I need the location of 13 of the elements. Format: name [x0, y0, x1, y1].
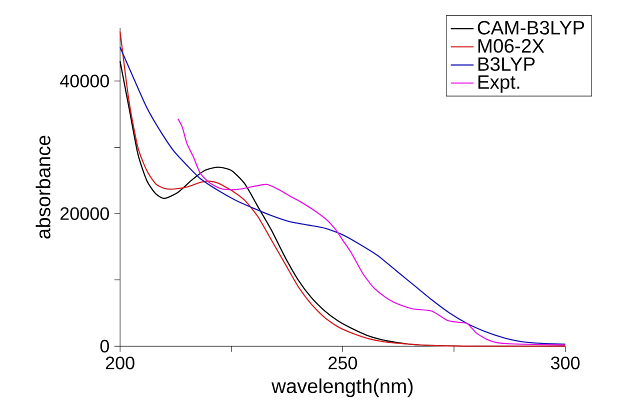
- legend-label: M06-2X: [478, 39, 544, 53]
- line-series: [177, 118, 566, 346]
- legend-label: Expt.: [478, 75, 520, 93]
- x-tick-label: 250: [328, 356, 357, 370]
- y-tick-label: 20000: [60, 207, 109, 220]
- legend-label: CAM-B3LYP: [478, 20, 584, 35]
- y-axis-title: absorbance: [36, 136, 50, 239]
- x-axis-title: wavelength(nm): [271, 378, 413, 398]
- y-tick-label: 40000: [60, 74, 109, 88]
- x-tick-label: 200: [106, 356, 134, 370]
- y-tick-label: 0: [100, 340, 109, 353]
- legend-label: B3LYP: [478, 57, 535, 71]
- x-tick-label: 300: [550, 356, 580, 370]
